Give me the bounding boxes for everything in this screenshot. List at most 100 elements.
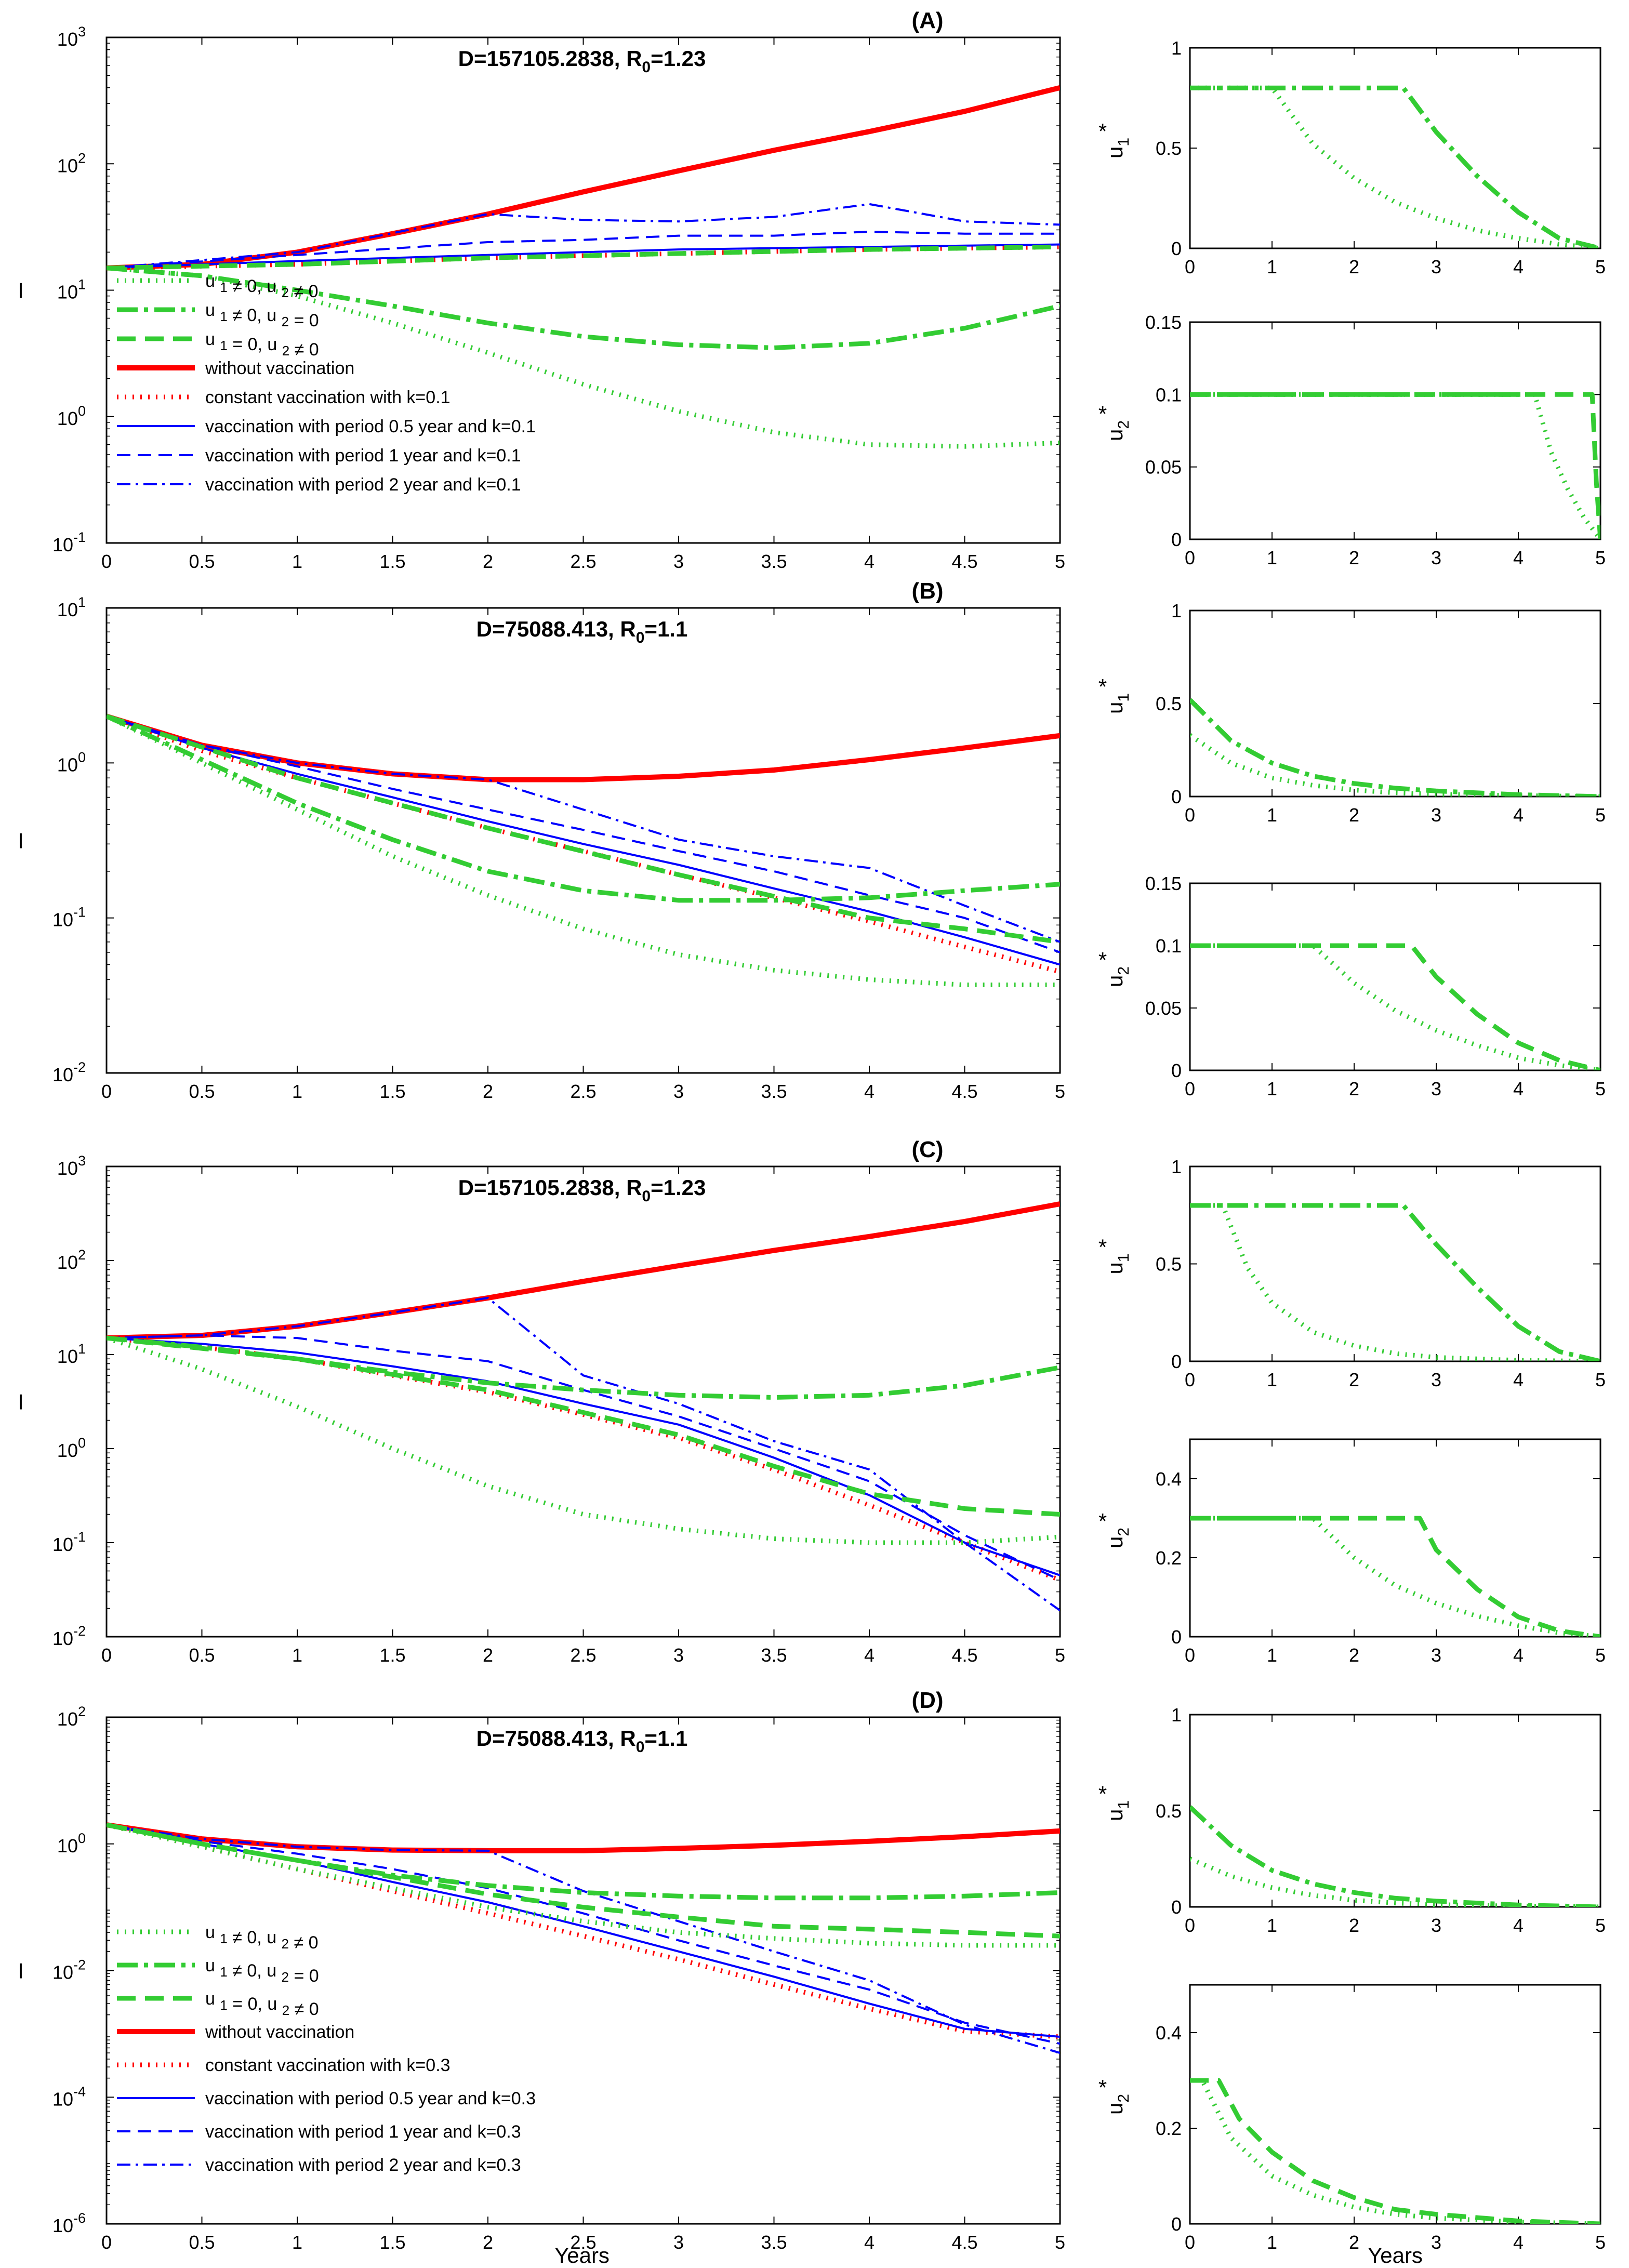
B-u2-series-green-dash: [1190, 943, 1600, 1070]
B-u1-series-green-dashdot: [1190, 698, 1600, 797]
panel-label: (C): [911, 1137, 943, 1162]
legend: u 1 ≠ 0, u 2 ≠ 0u 1 ≠ 0, u 2 = 0u 1 = 0,…: [117, 1922, 536, 2175]
D-main-ytick-label: 100: [57, 1831, 86, 1856]
A-u2-xtick-label: 4: [1513, 547, 1524, 568]
D-u1-ytick-label: 1: [1171, 1704, 1182, 1726]
B-main-xtick-label: 1: [292, 1081, 302, 1102]
x-axis-label-main: Years: [554, 2243, 610, 2267]
D-main-ytick-label: 10-4: [52, 2084, 86, 2110]
D-u2-ytick-label: 0.2: [1156, 2118, 1182, 2139]
D-u1-xtick-label: 2: [1349, 1915, 1359, 1936]
B-u1-xtick-label: 0: [1185, 804, 1195, 826]
D-main-ytick-label: 10-6: [52, 2210, 86, 2236]
C-main-xtick-label: 0.5: [189, 1644, 215, 1666]
legend-label: vaccination with period 2 year and k=0.1: [205, 475, 521, 495]
C-u1-ytick-label: 1: [1171, 1156, 1182, 1177]
C-main-xtick-label: 5: [1055, 1644, 1065, 1666]
A-u2-axes: 0 1 2 3 4 5 0 0.05 0.1 0.15: [1145, 312, 1606, 568]
D-u2-xtick-label: 0: [1185, 2232, 1195, 2253]
u2-axis-label: u2: [1103, 420, 1132, 441]
D-u2-axes: 0 1 2 3 4 5 0 0.2 0.4: [1156, 1984, 1606, 2253]
A-u2-ytick-label: 0.05: [1145, 457, 1182, 478]
B-u2-series-group: [1190, 943, 1600, 1070]
B-main-series-green-dash: [107, 714, 1060, 945]
A-u2-series-green-dash: [1190, 392, 1600, 539]
B-u2-series-green-dot: [1190, 943, 1600, 1070]
C-u1-xtick-label: 2: [1349, 1369, 1359, 1390]
panel-title: D=157105.2838, R0=1.23: [458, 46, 706, 76]
u2-star-label: *: [1098, 948, 1107, 972]
B-main-series-green-dashdot: [107, 714, 1060, 903]
D-u1-ytick-label: 0.5: [1156, 1800, 1182, 1822]
A-u1-ytick-label: 0: [1171, 238, 1182, 259]
D-u1-axes: 0 1 2 3 4 5 0 0.5 1: [1156, 1704, 1606, 1936]
A-main-series-blue-dash: [107, 231, 1060, 269]
B-main-ytick-label: 101: [57, 594, 86, 620]
D-u2-xtick-label: 1: [1267, 2232, 1277, 2253]
legend-label: constant vaccination with k=0.3: [205, 2055, 451, 2075]
A-main-xtick-label: 2.5: [570, 551, 596, 572]
B-u1-series-group: [1190, 698, 1600, 797]
A-u1-series-green-dashdot: [1190, 85, 1600, 248]
A-u2-ytick-label: 0.1: [1156, 384, 1182, 405]
C-main-series-green-dash: [107, 1335, 1060, 1517]
B-u2-ytick-label: 0.1: [1156, 935, 1182, 957]
D-u2-xtick-label: 4: [1513, 2232, 1524, 2253]
C-u1-xtick-label: 5: [1595, 1369, 1606, 1390]
A-u2-xtick-label: 1: [1267, 547, 1277, 568]
C-u2-series-green-dot: [1190, 1516, 1600, 1637]
C-u2-series-group: [1190, 1516, 1600, 1637]
D-main-plot-frame: [105, 1716, 1061, 2225]
legend-label: u 1 ≠ 0, u 2 ≠ 0: [205, 1922, 318, 1953]
D-u1-ytick-label: 0: [1171, 1896, 1182, 1918]
legend-label: constant vaccination with k=0.1: [205, 388, 451, 407]
C-u1-axes: 0 1 2 3 4 5 0 0.5 1: [1156, 1156, 1606, 1390]
B-main-xtick-label: 3.5: [761, 1081, 787, 1102]
C-main-ytick-label: 10-1: [52, 1529, 86, 1555]
u2-axis-label: u2: [1103, 966, 1132, 987]
legend-label: vaccination with period 1 year and k=0.1: [205, 446, 521, 466]
B-u1-xtick-label: 2: [1349, 804, 1359, 826]
A-u1-xtick-label: 3: [1431, 256, 1441, 277]
C-u1-xtick-label: 3: [1431, 1369, 1441, 1390]
A-u1-xtick-label: 4: [1513, 256, 1524, 277]
A-main-ytick-label: 10-1: [52, 529, 86, 555]
C-main-xtick-label: 4: [864, 1644, 875, 1666]
B-u1-xtick-label: 1: [1267, 804, 1277, 826]
C-main-ytick-label: 101: [57, 1341, 86, 1367]
D-u1-xtick-label: 4: [1513, 1915, 1524, 1936]
A-u1-axes: 0 1 2 3 4 5 0 0.5 1: [1156, 37, 1606, 277]
B-u1-axes: 0 1 2 3 4 5 0 0.5 1: [1156, 600, 1606, 826]
C-u1-series-group: [1190, 1203, 1600, 1361]
C-u2-ytick-label: 0: [1171, 1626, 1182, 1648]
D-main-xtick-label: 3.5: [761, 2232, 787, 2253]
B-main-xtick-label: 2.5: [570, 1081, 596, 1102]
B-main-xtick-label: 4: [864, 1081, 875, 1102]
A-u2-ytick-label: 0.15: [1145, 312, 1182, 333]
y-axis-label: I: [18, 278, 24, 303]
C-u1-ytick-label: 0: [1171, 1351, 1182, 1372]
B-main-series-blue-dashdot: [107, 715, 1060, 943]
D-main-xtick-label: 4: [864, 2232, 875, 2253]
B-u1-xtick-label: 5: [1595, 804, 1606, 826]
A-main-series-red-solid: [107, 85, 1060, 271]
B-u2-xtick-label: 4: [1513, 1078, 1524, 1099]
legend-label: u 1 ≠ 0, u 2 ≠ 0: [205, 271, 318, 301]
u1-star-label: *: [1098, 674, 1107, 699]
B-u2-ytick-label: 0.15: [1145, 873, 1182, 894]
C-u2-series-green-dash: [1190, 1516, 1600, 1637]
D-main-xtick-label: 1.5: [379, 2232, 405, 2253]
C-main-xtick-label: 1.5: [379, 1644, 405, 1666]
C-main-xtick-label: 2.5: [570, 1644, 596, 1666]
C-u1-xtick-label: 4: [1513, 1369, 1524, 1390]
B-u2-xtick-label: 1: [1267, 1078, 1277, 1099]
D-u1-xtick-label: 5: [1595, 1915, 1606, 1936]
A-main-series-group: [107, 85, 1060, 449]
B-main-series-green-dot: [107, 714, 1060, 987]
B-u1-ytick-label: 0.5: [1156, 693, 1182, 714]
C-main-xtick-label: 3.5: [761, 1644, 787, 1666]
legend-label: without vaccination: [205, 2022, 354, 2042]
C-main-ytick-label: 10-2: [52, 1623, 86, 1649]
B-u2-ytick-label: 0: [1171, 1060, 1182, 1081]
